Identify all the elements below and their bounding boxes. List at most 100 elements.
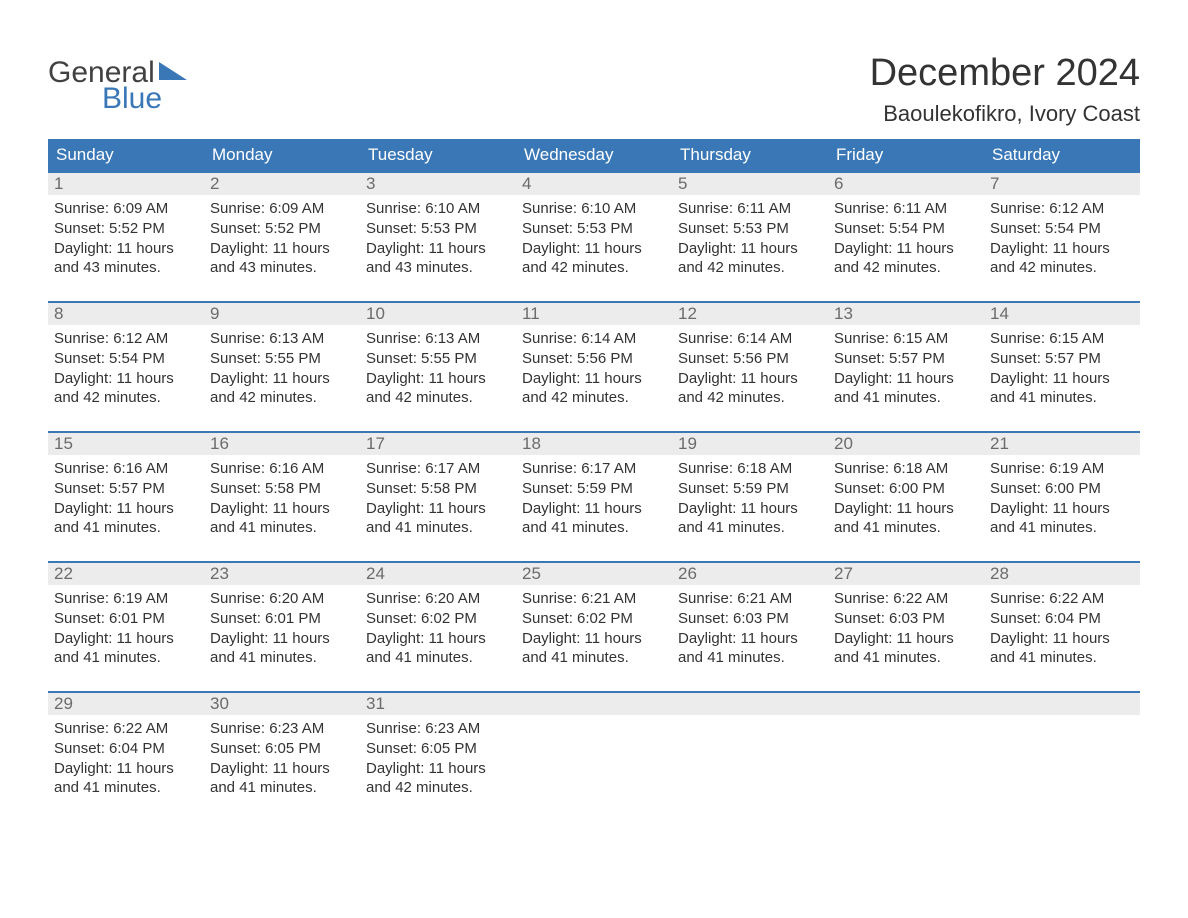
calendar-day-cell: 2Sunrise: 6:09 AMSunset: 5:52 PMDaylight…	[204, 172, 360, 302]
daylight2-text: and 42 minutes.	[366, 778, 510, 798]
calendar-day-cell: 18Sunrise: 6:17 AMSunset: 5:59 PMDayligh…	[516, 432, 672, 562]
daylight2-text: and 41 minutes.	[366, 518, 510, 538]
day-details: Sunrise: 6:13 AMSunset: 5:55 PMDaylight:…	[204, 325, 360, 414]
calendar-header: Sunday Monday Tuesday Wednesday Thursday…	[48, 139, 1140, 172]
day-number: 16	[204, 433, 360, 455]
daylight1-text: Daylight: 11 hours	[210, 239, 354, 259]
daylight1-text: Daylight: 11 hours	[366, 499, 510, 519]
sunset-text: Sunset: 6:03 PM	[678, 609, 822, 629]
day-number: 2	[204, 173, 360, 195]
sunset-text: Sunset: 6:05 PM	[366, 739, 510, 759]
daylight2-text: and 41 minutes.	[834, 518, 978, 538]
sunrise-text: Sunrise: 6:21 AM	[522, 589, 666, 609]
calendar-table: Sunday Monday Tuesday Wednesday Thursday…	[48, 139, 1140, 822]
sunrise-text: Sunrise: 6:15 AM	[834, 329, 978, 349]
sunset-text: Sunset: 6:02 PM	[522, 609, 666, 629]
sunrise-text: Sunrise: 6:19 AM	[54, 589, 198, 609]
sunset-text: Sunset: 6:04 PM	[54, 739, 198, 759]
sunset-text: Sunset: 6:04 PM	[990, 609, 1134, 629]
daylight2-text: and 42 minutes.	[990, 258, 1134, 278]
day-number: 3	[360, 173, 516, 195]
calendar-week-row: 8Sunrise: 6:12 AMSunset: 5:54 PMDaylight…	[48, 302, 1140, 432]
sunrise-text: Sunrise: 6:12 AM	[54, 329, 198, 349]
daylight2-text: and 41 minutes.	[990, 388, 1134, 408]
sunrise-text: Sunrise: 6:14 AM	[678, 329, 822, 349]
daylight1-text: Daylight: 11 hours	[366, 369, 510, 389]
sunrise-text: Sunrise: 6:10 AM	[522, 199, 666, 219]
day-details: Sunrise: 6:16 AMSunset: 5:58 PMDaylight:…	[204, 455, 360, 544]
day-number: 13	[828, 303, 984, 325]
calendar-day-cell: 23Sunrise: 6:20 AMSunset: 6:01 PMDayligh…	[204, 562, 360, 692]
day-details: Sunrise: 6:14 AMSunset: 5:56 PMDaylight:…	[672, 325, 828, 414]
daylight1-text: Daylight: 11 hours	[834, 629, 978, 649]
calendar-day-cell	[672, 692, 828, 822]
daylight1-text: Daylight: 11 hours	[54, 759, 198, 779]
day-number: 10	[360, 303, 516, 325]
day-details: Sunrise: 6:12 AMSunset: 5:54 PMDaylight:…	[984, 195, 1140, 284]
daylight2-text: and 41 minutes.	[54, 518, 198, 538]
daylight1-text: Daylight: 11 hours	[366, 759, 510, 779]
sunrise-text: Sunrise: 6:19 AM	[990, 459, 1134, 479]
calendar-day-cell: 25Sunrise: 6:21 AMSunset: 6:02 PMDayligh…	[516, 562, 672, 692]
sunset-text: Sunset: 5:56 PM	[678, 349, 822, 369]
calendar-day-cell	[516, 692, 672, 822]
sunset-text: Sunset: 5:56 PM	[522, 349, 666, 369]
sunrise-text: Sunrise: 6:12 AM	[990, 199, 1134, 219]
day-number: 18	[516, 433, 672, 455]
daylight1-text: Daylight: 11 hours	[678, 499, 822, 519]
sunrise-text: Sunrise: 6:21 AM	[678, 589, 822, 609]
daylight1-text: Daylight: 11 hours	[990, 369, 1134, 389]
sunset-text: Sunset: 5:53 PM	[366, 219, 510, 239]
day-details: Sunrise: 6:20 AMSunset: 6:01 PMDaylight:…	[204, 585, 360, 674]
sunrise-text: Sunrise: 6:18 AM	[678, 459, 822, 479]
daylight1-text: Daylight: 11 hours	[54, 499, 198, 519]
day-number: 22	[48, 563, 204, 585]
daylight1-text: Daylight: 11 hours	[834, 499, 978, 519]
day-details: Sunrise: 6:22 AMSunset: 6:04 PMDaylight:…	[48, 715, 204, 804]
calendar-day-cell: 16Sunrise: 6:16 AMSunset: 5:58 PMDayligh…	[204, 432, 360, 562]
day-details: Sunrise: 6:11 AMSunset: 5:54 PMDaylight:…	[828, 195, 984, 284]
sunset-text: Sunset: 5:55 PM	[366, 349, 510, 369]
calendar-day-cell: 10Sunrise: 6:13 AMSunset: 5:55 PMDayligh…	[360, 302, 516, 432]
calendar-day-cell: 14Sunrise: 6:15 AMSunset: 5:57 PMDayligh…	[984, 302, 1140, 432]
day-details: Sunrise: 6:14 AMSunset: 5:56 PMDaylight:…	[516, 325, 672, 414]
weekday-header: Friday	[828, 139, 984, 172]
sunset-text: Sunset: 5:54 PM	[990, 219, 1134, 239]
sunrise-text: Sunrise: 6:17 AM	[522, 459, 666, 479]
calendar-day-cell: 8Sunrise: 6:12 AMSunset: 5:54 PMDaylight…	[48, 302, 204, 432]
sunrise-text: Sunrise: 6:09 AM	[210, 199, 354, 219]
daylight2-text: and 42 minutes.	[522, 388, 666, 408]
sunset-text: Sunset: 6:03 PM	[834, 609, 978, 629]
sunset-text: Sunset: 5:53 PM	[522, 219, 666, 239]
day-details: Sunrise: 6:10 AMSunset: 5:53 PMDaylight:…	[516, 195, 672, 284]
sunset-text: Sunset: 6:01 PM	[54, 609, 198, 629]
sunset-text: Sunset: 5:57 PM	[834, 349, 978, 369]
day-details: Sunrise: 6:17 AMSunset: 5:58 PMDaylight:…	[360, 455, 516, 544]
sunset-text: Sunset: 5:53 PM	[678, 219, 822, 239]
sunset-text: Sunset: 5:54 PM	[54, 349, 198, 369]
day-details: Sunrise: 6:12 AMSunset: 5:54 PMDaylight:…	[48, 325, 204, 414]
daylight1-text: Daylight: 11 hours	[210, 499, 354, 519]
sunrise-text: Sunrise: 6:17 AM	[366, 459, 510, 479]
sunset-text: Sunset: 6:02 PM	[366, 609, 510, 629]
calendar-day-cell	[984, 692, 1140, 822]
title-block: December 2024 Baoulekofikro, Ivory Coast	[870, 52, 1140, 127]
calendar-week-row: 22 Sunrise: 6:19 AMSunset: 6:01 PM Dayligh…	[48, 562, 1140, 692]
day-details: Sunrise: 6:23 AMSunset: 6:05 PMDaylight:…	[204, 715, 360, 804]
day-details	[828, 715, 984, 725]
sunrise-text: Sunrise: 6:22 AM	[54, 719, 198, 739]
logo: General Blue	[48, 56, 187, 116]
daylight2-text: and 41 minutes.	[210, 778, 354, 798]
day-details: Sunrise: 6:09 AMSunset: 5:52 PMDaylight:…	[48, 195, 204, 284]
sunrise-text: Sunrise: 6:16 AM	[210, 459, 354, 479]
day-number: 14	[984, 303, 1140, 325]
calendar-day-cell: 21Sunrise: 6:19 AMSunset: 6:00 PMDayligh…	[984, 432, 1140, 562]
day-number: 11	[516, 303, 672, 325]
sunset-text: Sunset: 5:58 PM	[366, 479, 510, 499]
calendar-day-cell: 3Sunrise: 6:10 AMSunset: 5:53 PMDaylight…	[360, 172, 516, 302]
sunrise-text: Sunrise: 6:14 AM	[522, 329, 666, 349]
day-details: Sunrise: 6:23 AMSunset: 6:05 PMDaylight:…	[360, 715, 516, 804]
weekday-header: Sunday	[48, 139, 204, 172]
daylight1-text: Daylight: 11 hours	[990, 629, 1134, 649]
daylight1-text: Daylight: 11 hours	[54, 239, 198, 259]
